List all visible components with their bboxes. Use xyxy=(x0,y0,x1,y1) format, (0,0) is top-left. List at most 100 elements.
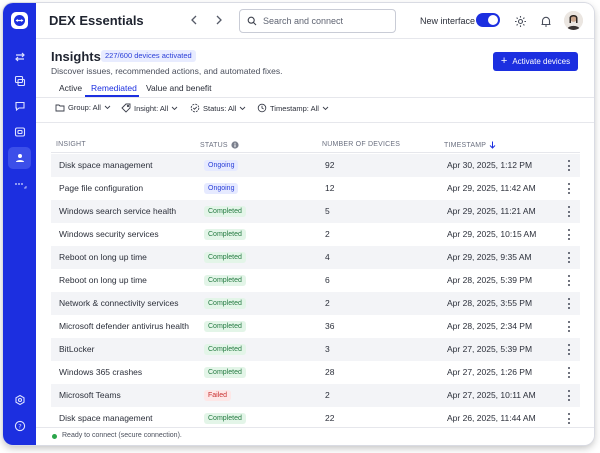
insight-name: Reboot on long up time xyxy=(59,275,147,285)
row-menu-icon[interactable] xyxy=(565,366,573,379)
kebab-dot xyxy=(568,229,570,231)
table-row[interactable]: Windows search service health Completed 5 A… xyxy=(51,200,580,223)
chevron-down-icon xyxy=(322,106,329,110)
insight-name: Windows security services xyxy=(59,229,159,239)
kebab-dot xyxy=(568,169,570,171)
table-row[interactable]: Windows 365 crashes Completed 28 Apr 27, 20… xyxy=(51,361,580,384)
row-menu-icon[interactable] xyxy=(565,228,573,241)
status-badge: Completed xyxy=(204,252,246,263)
page-title: Insights xyxy=(51,49,101,64)
insight-name: Windows 365 crashes xyxy=(59,367,143,377)
teamviewer-logo-icon[interactable] xyxy=(11,12,28,29)
timestamp: Apr 29, 2025, 11:21 AM xyxy=(447,206,536,216)
kebab-dot xyxy=(568,275,570,277)
activate-devices-label: Activate devices xyxy=(512,57,571,66)
chevron-down-icon xyxy=(240,106,246,110)
filter-timestamp[interactable]: Timestamp: All xyxy=(257,103,329,113)
status-badge: Completed xyxy=(204,367,246,378)
new-interface-label: New interface xyxy=(420,16,476,26)
search-input[interactable]: Search and connect xyxy=(239,9,396,33)
bell-icon[interactable] xyxy=(538,13,554,29)
row-menu-icon[interactable] xyxy=(565,251,573,264)
help-icon[interactable]: ? xyxy=(8,415,31,437)
table-row[interactable]: Reboot on long up time Completed 6 Apr 28, … xyxy=(51,269,580,292)
insight-name: Disk space management xyxy=(59,160,153,170)
kebab-dot xyxy=(568,321,570,323)
settings-icon[interactable] xyxy=(8,389,31,411)
column-header-insight-label: INSIGHT xyxy=(56,141,86,148)
row-menu-icon[interactable] xyxy=(565,297,573,310)
row-menu-icon[interactable] xyxy=(565,412,573,425)
row-menu-icon[interactable] xyxy=(565,274,573,287)
table-row[interactable]: Disk space management Completed 22 Apr 26, … xyxy=(51,407,580,430)
dex-icon[interactable] xyxy=(8,147,31,169)
device-count: 2 xyxy=(325,229,330,239)
filter-insight[interactable]: Insight: All xyxy=(121,103,178,113)
top-bar: DEX Essentials Search and connect New in… xyxy=(36,3,594,39)
filter-status[interactable]: Status: All xyxy=(190,103,246,113)
device-count: 5 xyxy=(325,206,330,216)
row-menu-icon[interactable] xyxy=(565,320,573,333)
device-count: 12 xyxy=(325,183,335,193)
row-menu-icon[interactable] xyxy=(565,205,573,218)
sessions-icon[interactable] xyxy=(8,121,31,143)
column-header-status[interactable]: STATUS xyxy=(200,141,239,149)
avatar[interactable] xyxy=(564,11,583,30)
table-row[interactable]: Windows security services Completed 2 Apr 2… xyxy=(51,223,580,246)
info-icon[interactable] xyxy=(231,141,239,149)
sort-arrow-down-icon xyxy=(489,141,496,149)
forward-arrow-icon[interactable] xyxy=(211,12,227,28)
kebab-dot xyxy=(568,284,570,286)
timestamp: Apr 29, 2025, 9:35 AM xyxy=(447,252,532,262)
activate-devices-button[interactable]: + Activate devices xyxy=(493,52,578,71)
transfer-icon[interactable] xyxy=(8,46,31,68)
kebab-dot xyxy=(568,330,570,332)
timestamp: Apr 30, 2025, 1:12 PM xyxy=(447,160,533,170)
timestamp: Apr 29, 2025, 10:15 AM xyxy=(447,229,537,239)
table-row[interactable]: Disk space management Ongoing 92 Apr 30, 20… xyxy=(51,154,580,177)
table-row[interactable]: Page file configuration Ongoing 12 Apr 29, … xyxy=(51,177,580,200)
filter-group[interactable]: Group: All xyxy=(55,103,111,112)
row-menu-icon[interactable] xyxy=(565,159,573,172)
kebab-dot xyxy=(568,348,570,351)
gear-icon[interactable] xyxy=(512,13,528,29)
tab-remediated[interactable]: Remediated xyxy=(91,83,137,93)
device-count: 6 xyxy=(325,275,330,285)
kebab-dot xyxy=(568,215,570,217)
device-count: 36 xyxy=(325,321,335,331)
column-header-timestamp[interactable]: TIMESTAMP xyxy=(444,141,496,149)
tab-active[interactable]: Active xyxy=(59,83,83,93)
row-menu-icon[interactable] xyxy=(565,343,573,356)
insight-name: Reboot on long up time xyxy=(59,252,147,262)
status-badge: Completed xyxy=(204,413,246,424)
more-icon[interactable] xyxy=(8,173,31,195)
table-row[interactable]: Microsoft defender antivirus health Compl… xyxy=(51,315,580,338)
insight-name: Page file configuration xyxy=(59,183,144,193)
new-interface-toggle[interactable] xyxy=(476,13,500,27)
table-row[interactable]: Reboot on long up time Completed 4 Apr 29, … xyxy=(51,246,580,269)
folder-icon xyxy=(55,104,65,112)
table-row[interactable]: Network & connectivity services Completed… xyxy=(51,292,580,315)
status-icon xyxy=(190,103,200,113)
kebab-dot xyxy=(568,183,570,185)
kebab-dot xyxy=(568,376,570,378)
left-rail: ? xyxy=(3,3,36,445)
timestamp: Apr 27, 2025, 5:39 PM xyxy=(447,344,533,354)
devices-icon[interactable] xyxy=(8,70,31,92)
table-row[interactable]: BitLocker Completed 3 Apr 27, 2025, 5:39 PM xyxy=(51,338,580,361)
kebab-dot xyxy=(568,187,570,190)
table-row[interactable]: Microsoft Teams Failed 2 Apr 27, 2025, 10:1… xyxy=(51,384,580,407)
insight-name: Network & connectivity services xyxy=(59,298,179,308)
tab-value-and-benefit[interactable]: Value and benefit xyxy=(146,83,212,93)
row-menu-icon[interactable] xyxy=(565,182,573,195)
row-menu-icon[interactable] xyxy=(565,389,573,402)
insight-name: Windows search service health xyxy=(59,206,177,216)
chevron-down-icon xyxy=(171,106,178,110)
column-header-insight[interactable]: INSIGHT xyxy=(56,141,86,148)
column-header-devices[interactable]: NUMBER OF DEVICES xyxy=(322,141,400,148)
chat-icon[interactable] xyxy=(8,95,31,117)
device-count: 92 xyxy=(325,160,335,170)
back-arrow-icon[interactable] xyxy=(186,12,202,28)
kebab-dot xyxy=(568,279,570,282)
svg-text:?: ? xyxy=(18,422,21,430)
